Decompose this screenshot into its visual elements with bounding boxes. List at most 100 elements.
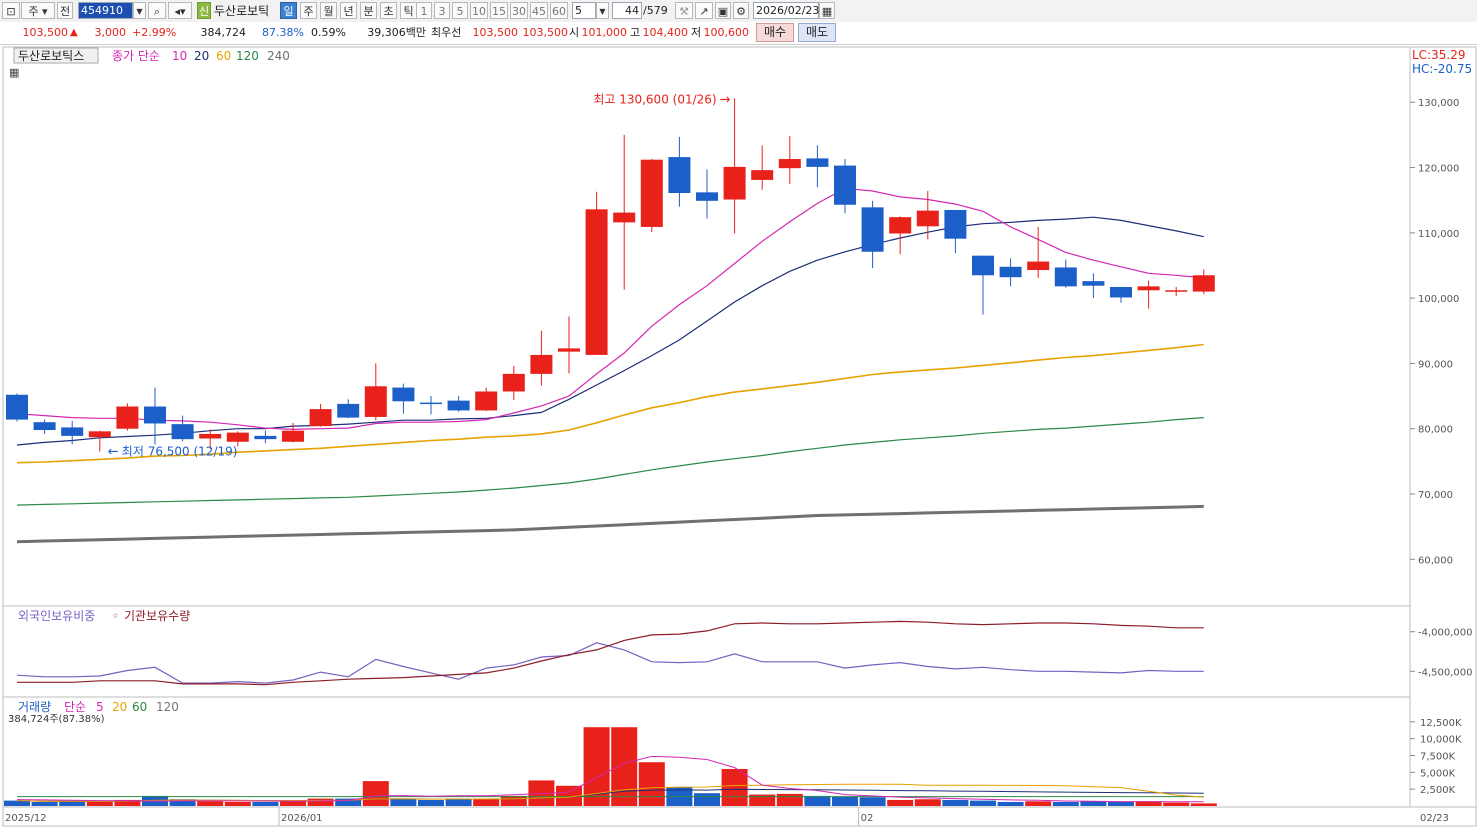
hc-value: HC:-20.75 xyxy=(1412,62,1472,76)
ma240-line xyxy=(16,504,1204,544)
volume-bar xyxy=(362,781,389,806)
volume-bar xyxy=(914,799,941,806)
interval-button-60[interactable]: 60 xyxy=(550,2,568,19)
volume-bar xyxy=(1080,801,1107,806)
save-icon[interactable]: ▣ xyxy=(715,2,731,19)
open-price: 101,000 xyxy=(581,26,628,39)
candle-body xyxy=(944,209,967,239)
period-button-6[interactable]: 틱 xyxy=(400,2,417,19)
volume-legend-period: 120 xyxy=(156,700,179,714)
volume-tick-label: 2,500K xyxy=(1420,785,1456,796)
interval-button-15[interactable]: 15 xyxy=(490,2,508,19)
candle-body xyxy=(916,210,939,227)
volume-legend-label: 단순 xyxy=(64,700,86,714)
market-select[interactable]: 주 ▾ xyxy=(21,2,55,19)
sell-button[interactable]: 매도 xyxy=(798,23,836,42)
tools-icon[interactable]: ⚒ xyxy=(675,2,693,19)
volume-bar xyxy=(997,801,1024,806)
candle-body xyxy=(778,159,801,169)
draw-icon[interactable]: ↗ xyxy=(695,2,713,19)
candle-body xyxy=(972,255,994,276)
stock-name: 두산로보틱 xyxy=(214,4,270,18)
legend-separator: ◦ xyxy=(112,609,119,623)
legend-grid-icon: ▦ xyxy=(9,66,19,79)
volume-bar xyxy=(1025,801,1052,806)
candle-body xyxy=(144,406,166,424)
interval-button-30[interactable]: 30 xyxy=(510,2,528,19)
interval-button-10[interactable]: 10 xyxy=(470,2,488,19)
price-tick-label: 120,000 xyxy=(1418,164,1459,175)
volume-tick-label: 5,000K xyxy=(1420,768,1456,779)
code-input[interactable]: 454910 xyxy=(78,2,133,19)
current-price: 103,500 xyxy=(22,26,69,39)
stock-chart[interactable]: 60,000 70,000 80,000 90,000 100,000 110,000 12… xyxy=(0,45,1477,827)
calendar-icon[interactable]: ▦ xyxy=(819,2,835,19)
candle-body xyxy=(1110,287,1132,298)
volume-bar xyxy=(776,793,803,806)
volume-bar xyxy=(335,798,362,806)
code-dropdown-icon[interactable]: ▼ xyxy=(133,2,146,19)
best-bid: 103,500 xyxy=(522,26,569,39)
date-input[interactable]: 2026/02/23 xyxy=(753,2,819,19)
high-price: 104,400 xyxy=(642,26,689,39)
price-tick-label: 70,000 xyxy=(1418,490,1453,501)
candle-body xyxy=(751,170,774,180)
candle-body xyxy=(475,391,498,411)
candle-body xyxy=(199,433,222,439)
period-button-2[interactable]: 월 xyxy=(320,2,337,19)
candle-body xyxy=(116,406,139,429)
interval-dropdown-icon[interactable]: ▼ xyxy=(596,2,609,19)
volume-bar xyxy=(556,785,582,806)
volume-bar xyxy=(445,799,472,806)
x-axis-frame xyxy=(2,806,1477,827)
candle-body xyxy=(1054,267,1077,287)
period-button-1[interactable]: 주 xyxy=(300,2,317,19)
volume-bar xyxy=(114,799,141,806)
period-button-5[interactable]: 초 xyxy=(380,2,397,19)
lc-value: LC:35.29 xyxy=(1412,48,1465,62)
candle-body xyxy=(585,209,608,355)
price-tick-label: 110,000 xyxy=(1418,229,1459,240)
candle-body xyxy=(668,157,691,193)
x-axis-label: 02 xyxy=(861,813,874,824)
volume-bar xyxy=(86,801,113,806)
x-axis-label: 2026/01 xyxy=(281,813,323,824)
interval-button-3[interactable]: 3 xyxy=(434,2,450,19)
volume-bar xyxy=(1052,801,1079,806)
min-arrow-icon: ← xyxy=(108,445,119,460)
candle-body xyxy=(61,427,84,436)
screen-icon[interactable]: ⊡ xyxy=(2,2,20,19)
quote-bar: 103,500 ▲ 3,000 +2.99% 384,724 87.38% 0.… xyxy=(0,22,1477,45)
volume-bar xyxy=(749,794,776,806)
volume-legend-period: 20 xyxy=(112,700,127,714)
inst-legend: 기관보유수량 xyxy=(124,609,190,623)
search-icon[interactable]: ⌕ xyxy=(148,2,166,19)
volume-bar xyxy=(307,798,334,806)
interval-button-5[interactable]: 5 xyxy=(452,2,468,19)
volume-tick-label: 10,000K xyxy=(1420,735,1462,746)
ma-legend-prefix: 종가 단순 xyxy=(112,49,160,63)
volume-bar xyxy=(970,800,996,806)
volume-bar xyxy=(1190,803,1217,806)
period-button-4[interactable]: 분 xyxy=(360,2,377,19)
stock-type-badge: 신 xyxy=(197,2,211,19)
period-button-0[interactable]: 일 xyxy=(280,2,297,19)
x-axis-label: 02/23 xyxy=(1420,813,1449,824)
count-input[interactable]: 44 xyxy=(612,2,642,19)
buy-button[interactable]: 매수 xyxy=(756,23,794,42)
gear-icon[interactable]: ⚙ xyxy=(733,2,749,19)
low-price: 100,600 xyxy=(703,26,750,39)
volume-tick-label: 7,500K xyxy=(1420,752,1456,763)
volume-sub-label: 384,724주(87.38%) xyxy=(8,714,105,725)
volume-bar xyxy=(390,799,417,806)
candle-body xyxy=(1192,275,1215,292)
candle-body xyxy=(420,402,442,405)
interval-button-45[interactable]: 45 xyxy=(530,2,548,19)
candle-body xyxy=(1137,286,1160,291)
speaker-icon[interactable]: ◂▾ xyxy=(168,2,192,19)
period-button-3[interactable]: 년 xyxy=(340,2,357,19)
prev-button[interactable]: 전 xyxy=(57,2,73,19)
candle-body xyxy=(447,400,470,411)
interval-input[interactable]: 5 xyxy=(572,2,596,19)
interval-button-1[interactable]: 1 xyxy=(416,2,432,19)
